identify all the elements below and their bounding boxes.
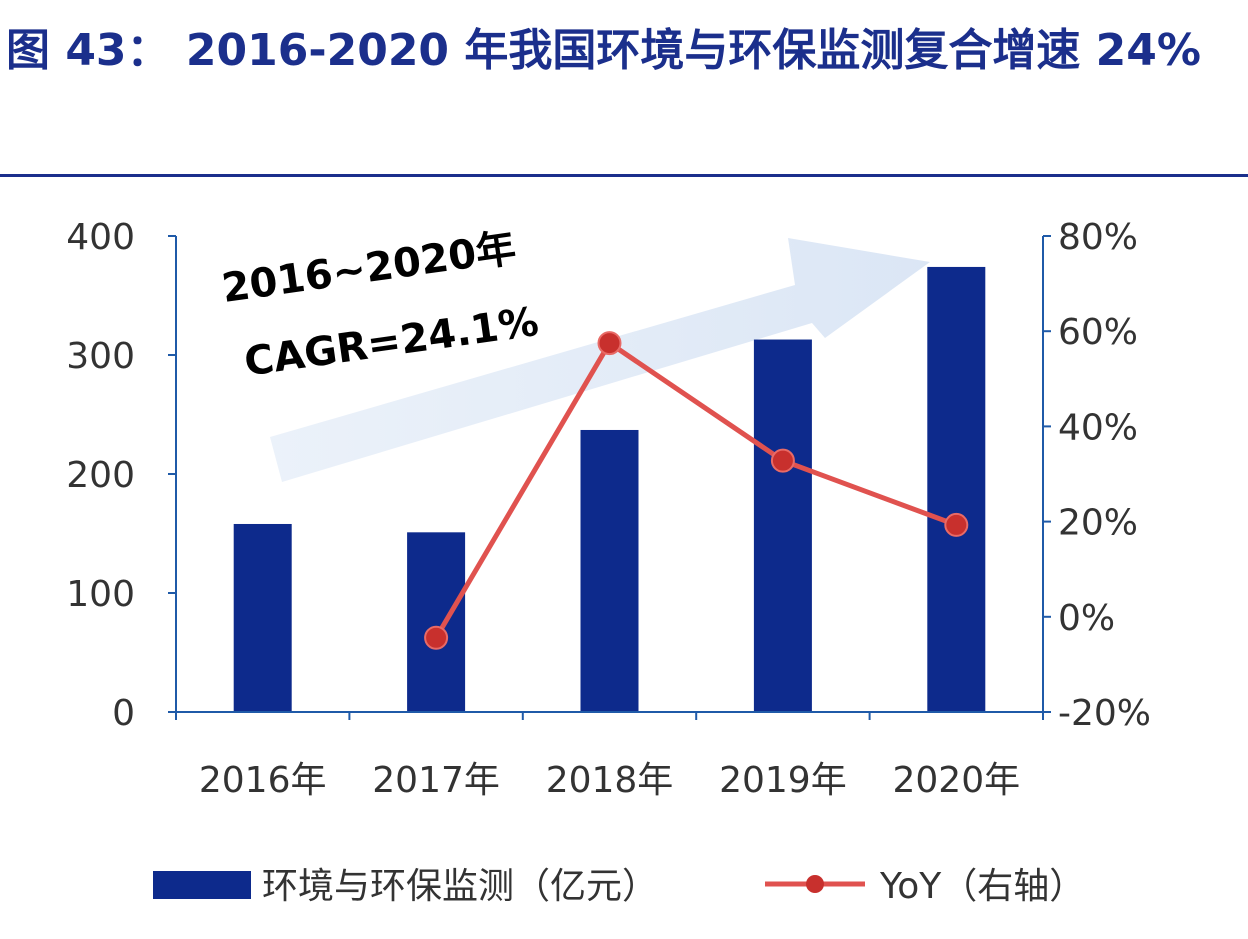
right-tick-label: 20% [1058, 503, 1138, 544]
bar-2018年 [580, 429, 639, 712]
x-tick-label: 2017年 [372, 760, 500, 801]
x-tick-label: 2016年 [199, 760, 327, 801]
legend-line-label: YoY（右轴） [879, 866, 1085, 907]
left-tick-label: 400 [66, 217, 135, 258]
annotation-period: 2016~2020年 [219, 225, 519, 312]
yoy-point [597, 331, 622, 356]
yoy-point [424, 625, 449, 650]
x-tick-label: 2019年 [719, 760, 847, 801]
title-rule [0, 174, 1248, 177]
legend: 环境与环保监测（亿元） YoY（右轴） [153, 866, 1085, 907]
legend-bar-label: 环境与环保监测（亿元） [262, 866, 658, 907]
yoy-point [770, 448, 795, 473]
left-tick-label: 0 [112, 693, 135, 734]
x-tick-label: 2020年 [892, 760, 1020, 801]
legend-line-marker [806, 875, 824, 893]
right-tick-label: 40% [1058, 407, 1138, 448]
right-tick-label: -20% [1058, 693, 1151, 734]
left-tick-label: 300 [66, 336, 135, 377]
bar-2016年 [233, 523, 292, 712]
left-tick-label: 100 [66, 574, 135, 615]
left-tick-label: 200 [66, 455, 135, 496]
legend-bar-swatch [153, 871, 251, 899]
chart-title: 图 43： 2016-2020 年我国环境与环保监测复合增速 24% [6, 25, 1202, 76]
right-tick-label: 80% [1058, 217, 1138, 258]
bar-2019年 [753, 339, 812, 712]
x-tick-label: 2018年 [546, 760, 674, 801]
right-tick-label: 60% [1058, 312, 1138, 353]
yoy-point [944, 512, 969, 537]
right-tick-label: 0% [1058, 598, 1115, 639]
bar-2017年 [407, 532, 466, 712]
yoy-line [433, 339, 958, 640]
bar-2020年 [927, 266, 986, 712]
